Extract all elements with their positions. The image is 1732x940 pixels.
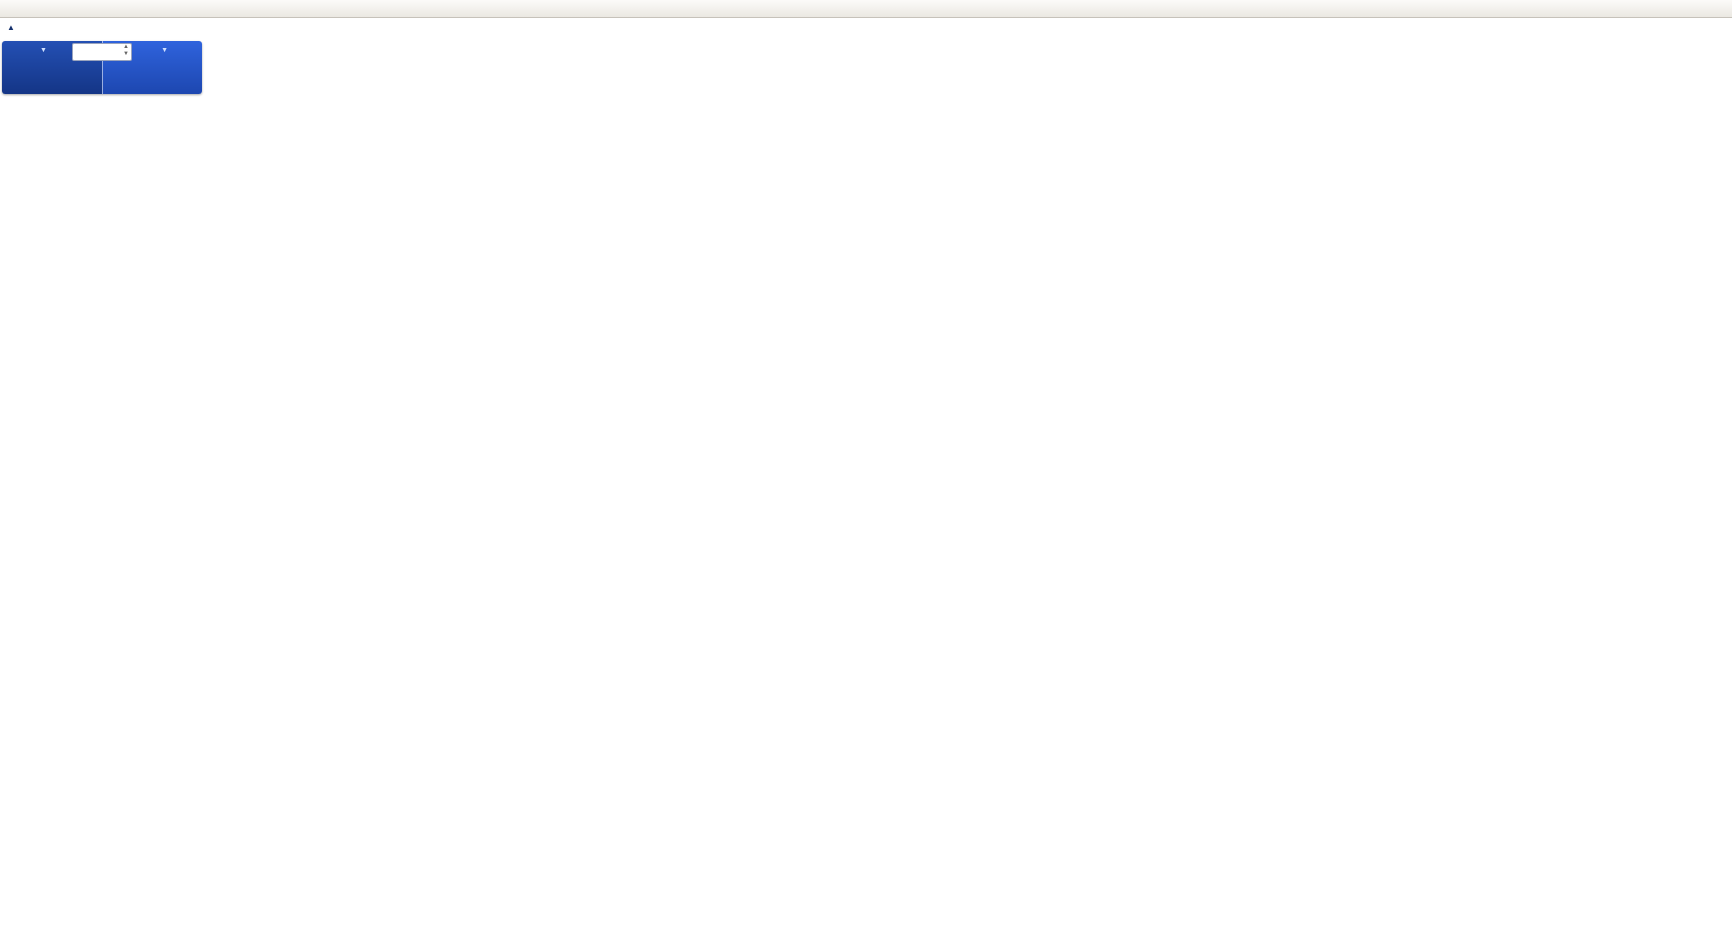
lot-size-field[interactable]: ▲ ▼ — [72, 43, 132, 61]
buy-caret-icon[interactable]: ▼ — [161, 47, 168, 54]
chart-title-bar: ▲ — [7, 23, 27, 32]
lot-spinner[interactable]: ▲ ▼ — [123, 44, 129, 57]
chart-window-icon: ▲ — [7, 23, 15, 32]
one-click-trading-panel: ▼ ▼ ▲ ▼ — [2, 41, 202, 94]
main-toolbar — [0, 0, 1732, 18]
trade-panel-divider — [102, 41, 103, 94]
sell-caret-icon[interactable]: ▼ — [40, 47, 47, 54]
